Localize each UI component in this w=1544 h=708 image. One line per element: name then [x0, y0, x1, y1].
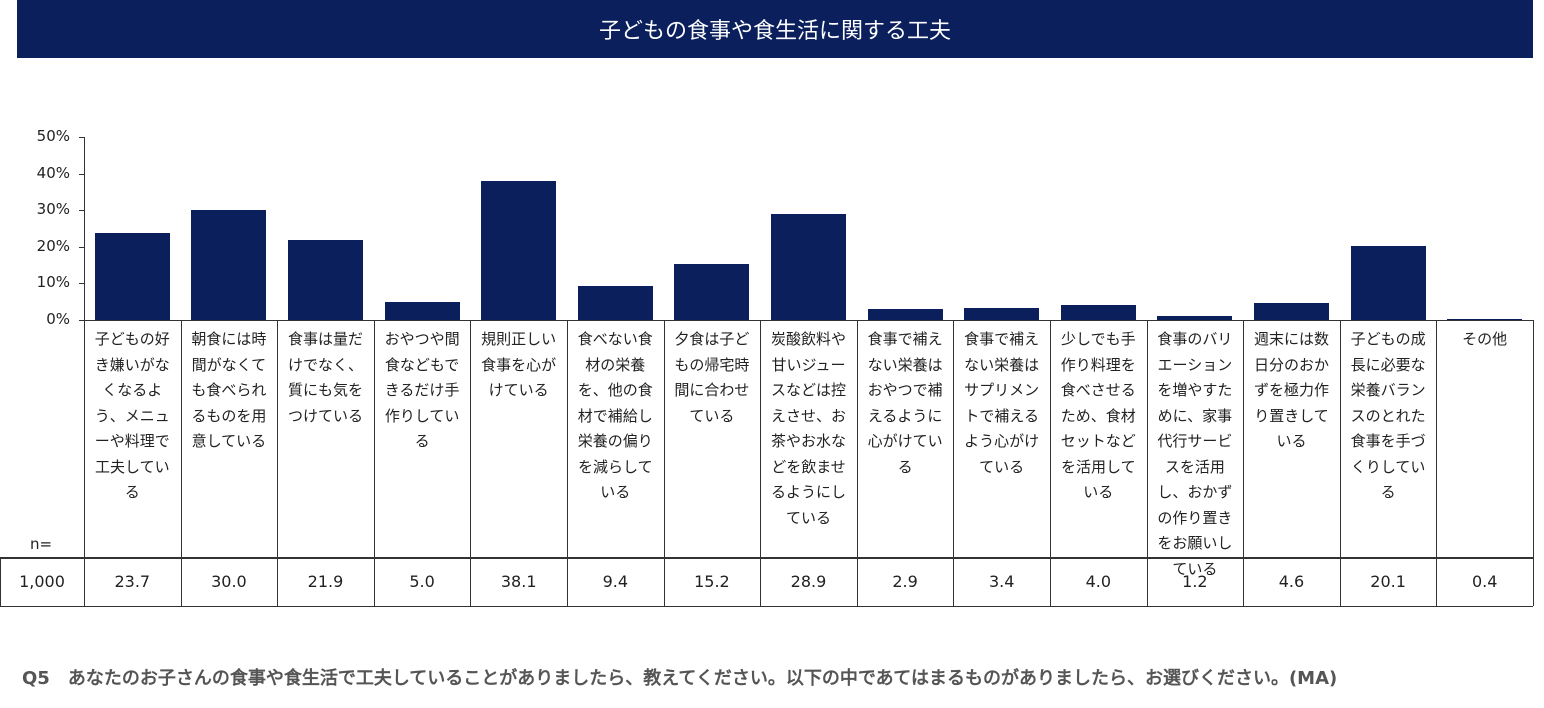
y-tick-label: 50%	[36, 127, 70, 145]
category-label: その他	[1462, 330, 1508, 348]
table-left-border	[0, 557, 1, 606]
category-label: 食事は量だけでなく、質にも気をつけている	[287, 330, 363, 425]
category-label: 夕食は子どもの帰宅時間に合わせている	[674, 330, 750, 425]
category-separator	[373, 320, 375, 606]
bar	[384, 301, 460, 320]
data-value-label: 5.0	[409, 572, 435, 591]
y-tick-label: 10%	[36, 273, 70, 292]
y-tick-label: 40%	[36, 163, 70, 182]
y-tick-label: 30%	[36, 200, 70, 219]
category-label: 食べない食材の栄養を、他の食材で補給し栄養の偏りを減らしている	[577, 330, 653, 501]
category-separator	[180, 320, 182, 606]
category-separator	[1533, 320, 1534, 606]
category-separator	[760, 320, 762, 606]
data-value-label: 21.9	[307, 572, 344, 591]
data-value-label: 1.2	[1182, 572, 1208, 591]
category-separator	[84, 320, 85, 606]
data-value-label: 30.0	[211, 572, 247, 591]
category-separator	[856, 320, 858, 606]
category-separator	[1243, 320, 1245, 606]
category-label: 週末には数日分のおかずを極力作り置きしている	[1253, 330, 1329, 450]
data-value-label: 4.0	[1085, 572, 1112, 591]
data-value-label: 3.4	[988, 572, 1015, 591]
bar	[964, 307, 1040, 320]
category-separator	[567, 320, 568, 606]
table-bottom-border	[0, 606, 1533, 607]
bar	[94, 233, 170, 320]
category-label: 子どもの好き嫌いがなくなるよう、メニューや料理で工夫している	[94, 330, 170, 501]
chart-title: 子どもの食事や食生活に関する工夫	[598, 19, 951, 44]
category-separator	[953, 320, 955, 606]
data-value-label: 0.4	[1471, 572, 1498, 591]
category-separator	[470, 320, 472, 606]
bar	[191, 210, 267, 320]
category-label: 朝食には時間がなくても食べられるものを用意している	[191, 330, 267, 450]
y-tick-mark	[79, 137, 84, 138]
bar	[867, 309, 943, 320]
bar	[288, 239, 363, 320]
y-tick-mark	[79, 210, 84, 212]
data-value-label: 28.9	[790, 572, 827, 591]
bar	[1447, 318, 1523, 320]
bar	[577, 285, 653, 320]
table-top-border	[0, 557, 1533, 559]
data-value-label: 23.7	[114, 572, 151, 591]
y-axis-line	[84, 137, 85, 320]
y-tick-mark	[79, 320, 84, 321]
sample-size-label: n=	[30, 535, 53, 553]
bar	[674, 264, 750, 320]
bar	[1060, 305, 1136, 320]
bar	[1350, 246, 1426, 320]
y-tick-label: 20%	[36, 236, 70, 255]
category-separator	[1339, 320, 1341, 606]
category-label: おやつや間食などもできるだけ手作りしている	[384, 330, 460, 450]
category-label: 炭酸飲料や甘いジュースなどは控えさせ、お茶やお水などを飲ませるようにしている	[770, 330, 846, 527]
data-value-label: 15.2	[694, 572, 730, 591]
x-axis-line	[84, 320, 1533, 321]
category-separator	[277, 320, 279, 606]
category-label: 食事で補えない栄養はおやつで補えるように心がけている	[867, 330, 943, 476]
chart-title-bar: 子どもの食事や食生活に関する工夫	[17, 0, 1533, 58]
category-separator	[663, 320, 665, 606]
category-separator	[1050, 320, 1051, 606]
data-value-label: 4.6	[1278, 572, 1305, 591]
category-separator	[1146, 320, 1148, 606]
y-tick-mark	[79, 173, 84, 175]
bar	[1254, 303, 1329, 320]
bar	[771, 214, 846, 320]
y-tick-label: 0%	[46, 310, 70, 328]
data-value-label: 20.1	[1370, 572, 1406, 591]
y-tick-mark	[79, 246, 84, 248]
bar	[1157, 315, 1233, 320]
category-separator	[1436, 320, 1438, 606]
y-tick-mark	[79, 283, 84, 285]
question-footnote: Q5 あなたのお子さんの食事や食生活で工夫していることがありましたら、教えてくだ…	[22, 668, 1338, 689]
sample-size-value: 1,000	[19, 572, 65, 591]
category-label: 少しでも手作り料理を食べさせるため、食材セットなどを活用している	[1060, 330, 1136, 501]
category-label: 規則正しい食事を心がけている	[481, 330, 557, 399]
data-value-label: 9.4	[602, 572, 629, 591]
category-label: 食事で補えない栄養はサプリメントで補えるよう心がけている	[964, 330, 1040, 476]
data-value-label: 2.9	[892, 572, 918, 591]
category-label: 食事のバリエーションを増やすために、家事代行サービスを活用し、おかずの作り置きを…	[1157, 330, 1233, 578]
data-value-label: 38.1	[500, 572, 537, 591]
bar	[481, 180, 557, 320]
category-label: 子どもの成長に必要な栄養バランスのとれた食事を手づくりしている	[1350, 330, 1426, 501]
